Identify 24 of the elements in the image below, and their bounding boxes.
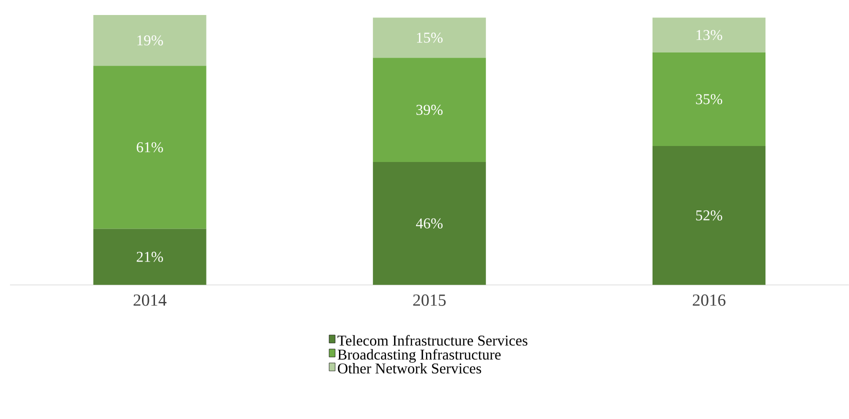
bar (93, 228, 206, 285)
legend-label: Telecom Infrastructure Services (338, 335, 528, 346)
bar (93, 15, 206, 66)
bar (372, 18, 486, 58)
x-tick-label: 2015 (413, 294, 446, 306)
legend-label: Other Network Services (338, 363, 482, 374)
bar (93, 66, 206, 229)
x-tick-label: 2016 (692, 294, 726, 306)
bar (652, 52, 766, 146)
data-label: 46% (416, 218, 443, 229)
bar (372, 58, 486, 162)
data-label: 21% (136, 252, 163, 262)
legend-label: Broadcasting Infrastructure (338, 349, 501, 363)
data-label: 19% (137, 35, 163, 46)
data-label: 52% (696, 210, 722, 221)
bar (372, 162, 486, 285)
data-label: 61% (136, 142, 163, 152)
bar (652, 18, 766, 52)
data-label: 35% (696, 94, 722, 104)
x-tick-label: 2014 (134, 294, 166, 306)
data-label: 15% (417, 32, 443, 43)
data-label: 39% (416, 104, 443, 115)
data-label: 13% (696, 30, 722, 40)
bar (652, 146, 766, 285)
